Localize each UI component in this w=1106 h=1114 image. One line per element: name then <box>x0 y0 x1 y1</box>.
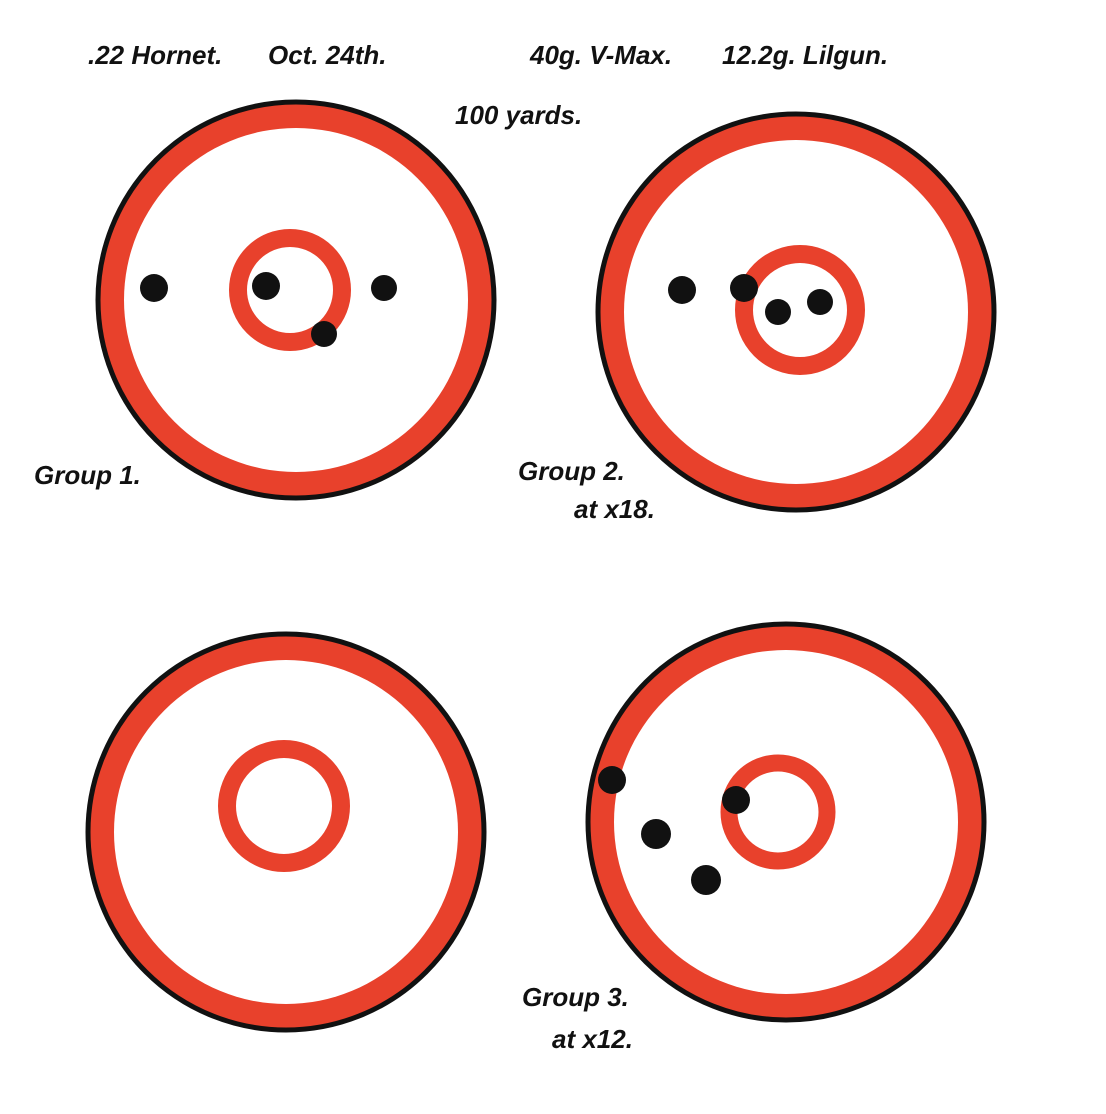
group-note: at x18. <box>574 494 655 524</box>
target-2 <box>598 114 994 510</box>
group-label: Group 1. <box>34 460 141 490</box>
group-note: at x12. <box>552 1024 633 1054</box>
cartridge: .22 Hornet. <box>88 40 222 70</box>
group-label: Group 2. <box>518 456 625 486</box>
bullet: 40g. V-Max. <box>529 40 672 70</box>
target-3 <box>88 634 484 1030</box>
group-label: Group 3. <box>522 982 629 1012</box>
powder: 12.2g. Lilgun. <box>722 40 888 70</box>
target-1 <box>98 102 494 498</box>
distance: 100 yards. <box>455 100 582 130</box>
date: Oct. 24th. <box>268 40 386 70</box>
target-4 <box>588 624 984 1020</box>
